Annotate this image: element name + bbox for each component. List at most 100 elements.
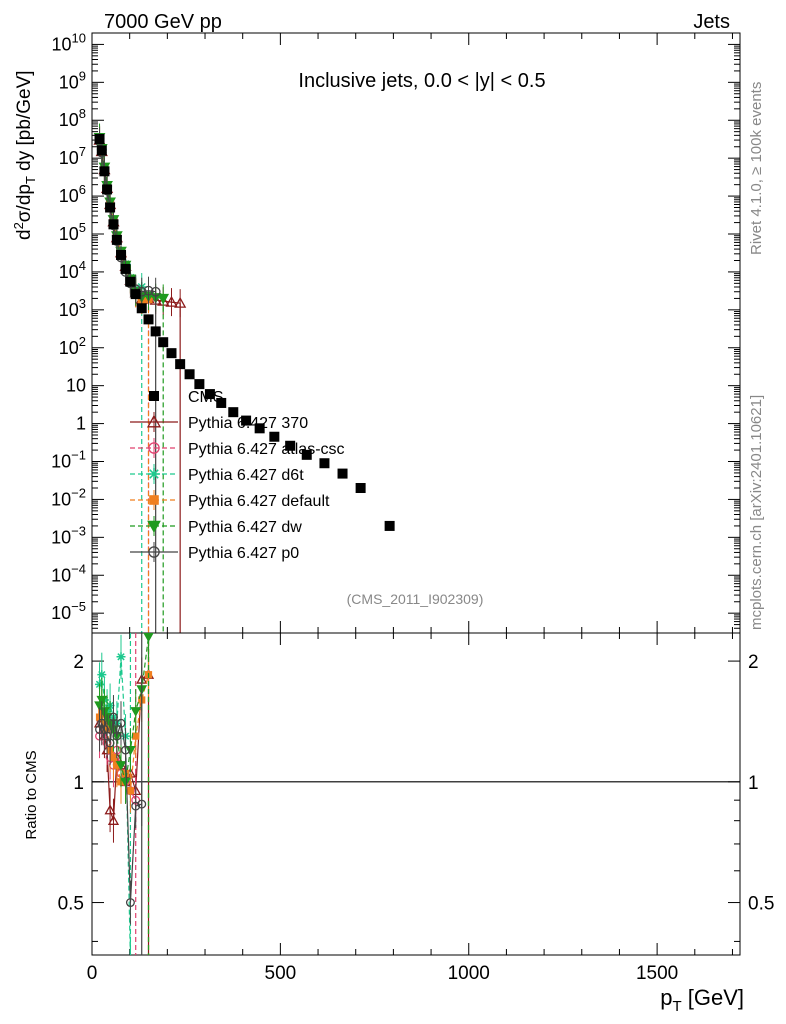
ratio-point [115,761,127,771]
cms-data-point [384,520,395,531]
cms-data-point [319,458,330,469]
y-tick-label: 10−1 [51,448,86,472]
legend-marker [147,520,161,534]
y-tick-label: 10−4 [51,561,86,585]
y-tick-label: 107 [59,144,86,168]
legend-marker [149,391,159,401]
ratio-point [116,718,126,728]
legend-label: Pythia 6.427 default [188,493,330,510]
ratio-point [126,787,135,795]
cms-data-point [166,348,177,359]
cms-data-point [228,407,239,418]
ratio-frame [91,632,741,956]
ratio-panel: 0 500 1000 1500 0.5 0.5 1 1 2 2 [58,632,774,984]
legend-marker [149,495,159,505]
y-tick-label: 104 [59,258,86,282]
cms-data-point [143,314,154,325]
ratio-tick-label-right: 2 [748,652,759,673]
legend-label: CMS [188,389,224,406]
x-axis-title: pT [GeV] [660,985,744,1015]
ratio-tick-label: 0.5 [58,894,84,915]
ratio-point [105,738,115,748]
y-tick-label: 108 [59,106,86,130]
cms-data-point [111,234,122,245]
cms-data-point [204,389,215,400]
x-tick-label: 500 [265,963,297,984]
ratio-point [125,745,136,756]
ratio-tick-label: 2 [73,652,84,673]
y-tick-label: 109 [59,68,86,92]
legend-marker [148,546,160,558]
ratio-point [113,761,121,769]
plot-title: Inclusive jets, 0.0 < |y| < 0.5 [298,70,545,92]
series-point [143,285,154,296]
cms-data-point [94,134,105,145]
ratio-point [97,670,107,680]
cms-data-point [564,0,574,10]
ratio-point [130,707,142,717]
mcplots-source-label: mcplots.cern.ch [arXiv:2401.10621] [748,395,765,630]
legend-label: Pythia 6.427 dw [188,519,302,536]
cms-data-point [184,369,195,380]
cms-data-point [99,166,110,177]
ratio-point [120,777,131,788]
cms-data-point [194,379,205,390]
cms-data-point [337,468,348,479]
cms-data-point [96,145,107,156]
ratio-point [109,753,118,762]
y-tick-label: 103 [59,296,86,320]
legend-label: Pythia 6.427 d6t [188,467,304,484]
ratio-series-line [98,656,131,955]
y-tick-label: 10 [66,376,86,396]
cms-data-point [120,263,131,274]
cms-data-point [175,359,186,370]
legend-label: Pythia 6.427 p0 [188,545,299,562]
cms-data-point [136,303,147,314]
ratio-point [107,814,120,825]
cms-data-point [125,276,136,287]
y-tick-label: 10−2 [51,485,86,509]
cms-data-point [105,202,116,213]
y-tick-label: 102 [59,334,86,358]
cms-data-point [130,289,141,300]
legend-marker [148,442,160,454]
ratio-point [132,732,140,740]
x-tick-label: 1500 [636,963,678,984]
y-tick-label: 105 [59,220,86,244]
main-frame [91,32,741,634]
analysis-tag: (CMS_2011_I902309) [347,591,484,607]
rivet-version-label: Rivet 4.1.0, ≥ 100k events [748,82,765,255]
cms-data-point [116,249,127,260]
series-point [165,295,178,307]
cms-data-point [285,440,296,451]
ratio-tick-label-right: 0.5 [748,894,774,915]
cms-data-point [269,431,280,442]
cms-data-point [150,326,161,337]
cms-data-point [158,337,169,348]
ratio-tick-label-right: 1 [748,773,759,794]
legend-label: Pythia 6.427 atlas-csc [188,441,345,458]
cms-data-point [102,184,113,195]
y-tick-label: 10−3 [51,523,86,547]
y-tick-label: 106 [59,182,86,206]
cms-data-point [254,423,265,434]
cms-data-point [355,483,366,494]
y-tick-label: 10−5 [51,599,86,623]
y-axis-title-main: d2σ/dpT dy [pb/GeV] [11,70,38,240]
ratio-point [104,804,116,815]
ratio-tick-label: 1 [73,773,84,794]
ratio-point [116,652,126,662]
legend-label: Pythia 6.427 370 [188,415,308,432]
cms-data-point [241,415,252,426]
ratio-data-layer [93,633,155,964]
main-data-layer [93,0,574,633]
cms-data-point [216,397,227,408]
ratio-point [126,955,135,964]
legend-marker [148,468,160,480]
header-process-label: 7000 GeV pp [104,11,222,33]
y-tick-label: 1010 [52,30,87,54]
legend: CMS Pythia 6.427 370 Pythia 6.427 atlas-cs… [130,389,345,562]
legend-marker [146,414,162,428]
x-tick-label: 1000 [448,963,490,984]
